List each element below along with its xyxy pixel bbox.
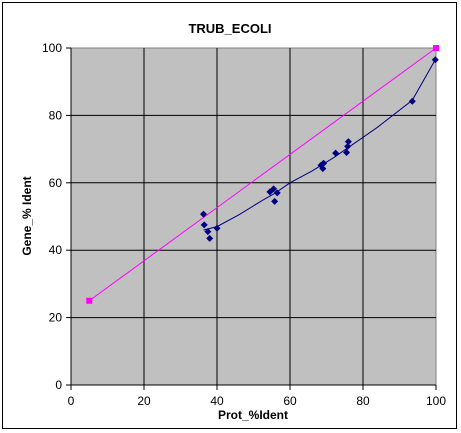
plot-area	[70, 47, 437, 386]
data-point	[270, 185, 278, 193]
data-point	[204, 228, 212, 236]
data-point	[200, 221, 208, 229]
y-tick-label: 100	[42, 41, 62, 55]
data-point	[431, 56, 439, 64]
reference-series	[86, 45, 439, 304]
x-axis-ticks: 0 20 40 60 80 100	[68, 385, 446, 408]
chart-title: TRUB_ECOLI	[188, 21, 271, 36]
data-series	[199, 56, 439, 242]
reference-line	[88, 47, 437, 302]
x-tick-label: 80	[356, 394, 370, 408]
x-tick-label: 100	[426, 394, 446, 408]
data-point	[206, 234, 214, 242]
y-tick-label: 40	[49, 243, 63, 257]
reference-marker	[433, 45, 439, 51]
x-axis-label: Prot_%Ident	[218, 408, 288, 422]
data-point	[271, 197, 279, 205]
data-point	[332, 149, 340, 157]
trend-line	[203, 59, 436, 231]
y-tick-label: 20	[49, 311, 63, 325]
gridlines	[70, 48, 436, 386]
x-tick-label: 0	[68, 394, 75, 408]
x-tick-label: 20	[137, 394, 151, 408]
y-axis-ticks: 0 20 40 60 80 100	[42, 41, 71, 392]
data-point	[273, 189, 281, 197]
y-axis-label: Gene_% Ident	[20, 176, 34, 255]
reference-marker	[86, 297, 93, 304]
data-point	[319, 165, 327, 173]
y-tick-label: 60	[49, 176, 63, 190]
y-tick-label: 0	[55, 378, 62, 392]
x-tick-label: 40	[210, 394, 224, 408]
data-point	[320, 159, 328, 167]
data-point	[213, 224, 221, 232]
data-point	[199, 210, 207, 218]
data-point	[408, 97, 416, 105]
y-tick-label: 80	[49, 108, 63, 122]
data-point	[343, 148, 351, 156]
data-point	[344, 138, 352, 146]
data-point	[344, 142, 352, 150]
x-tick-label: 60	[283, 394, 297, 408]
